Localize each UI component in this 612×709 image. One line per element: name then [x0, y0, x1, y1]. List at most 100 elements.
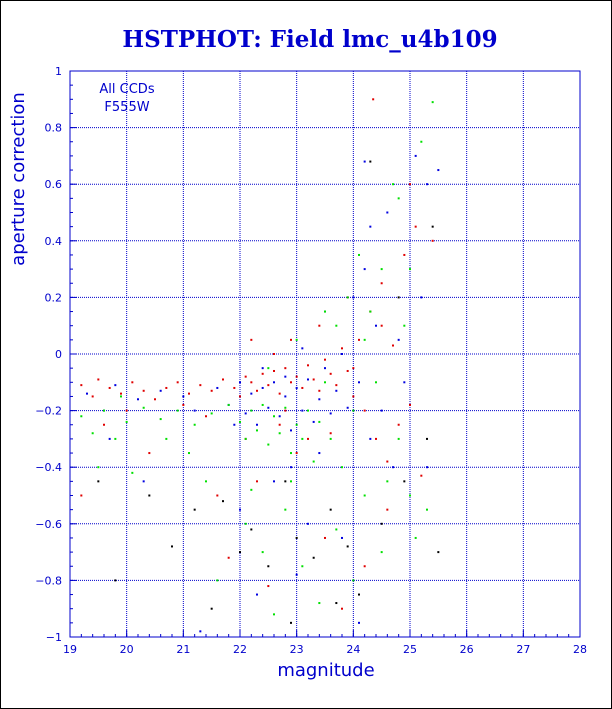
data-point [414, 225, 417, 228]
data-point [210, 389, 213, 392]
data-point [256, 389, 258, 392]
data-point [380, 409, 383, 412]
data-point [375, 381, 377, 384]
x-tick-label: 27 [516, 643, 530, 656]
y-tick-label: 0.8 [45, 122, 63, 135]
data-point [125, 420, 128, 423]
data-point [80, 494, 83, 497]
data-point [250, 528, 253, 531]
data-point [216, 494, 219, 497]
data-point [403, 480, 406, 483]
data-point [346, 545, 349, 548]
data-point [352, 296, 355, 299]
data-point [250, 392, 253, 395]
data-point [335, 324, 338, 327]
data-point [414, 154, 417, 157]
data-point [341, 347, 343, 350]
data-point [114, 579, 117, 582]
data-point [358, 253, 360, 256]
data-point [403, 381, 406, 384]
data-point [165, 386, 168, 389]
data-point [324, 367, 326, 370]
data-point [420, 140, 423, 143]
data-point [261, 367, 264, 370]
data-point [290, 381, 292, 384]
data-point [386, 480, 389, 483]
data-point [437, 169, 440, 172]
data-point [352, 367, 355, 370]
data-point [363, 160, 366, 163]
data-point [352, 395, 355, 398]
data-point [97, 480, 100, 483]
data-point [295, 573, 298, 576]
data-point [284, 395, 287, 398]
data-point [244, 375, 247, 378]
data-point [307, 409, 309, 412]
data-point [369, 437, 372, 440]
data-point [426, 183, 428, 186]
data-point [222, 378, 224, 381]
data-point [290, 480, 292, 483]
data-point [284, 375, 287, 378]
data-point [154, 398, 156, 401]
y-tick-label: 1 [55, 65, 62, 78]
y-tick-label: −0.4 [35, 461, 62, 474]
chart-title: HSTPHOT: Field lmc_u4b109 [122, 26, 497, 53]
data-point [222, 500, 224, 503]
data-point [176, 409, 179, 412]
data-point [239, 381, 241, 384]
data-point [409, 183, 411, 186]
data-point [295, 375, 298, 378]
data-point [318, 420, 321, 423]
data-point [256, 429, 258, 432]
data-point [273, 369, 275, 372]
data-point [91, 432, 94, 435]
data-point [114, 437, 117, 440]
data-point [284, 367, 287, 370]
data-point [318, 389, 321, 392]
tick-labels: 19 20 21 22 23 24 25 26 27 28 −1 −0.8 −0.6 −0.4 −0.2 0 0… [35, 65, 587, 656]
data-point [375, 437, 377, 440]
data-point [142, 480, 145, 483]
data-point [273, 613, 275, 616]
data-point [137, 398, 139, 401]
data-point [159, 418, 162, 421]
y-tick-label: 0.2 [45, 291, 63, 304]
data-point [290, 338, 292, 341]
data-point [431, 225, 434, 228]
data-point [363, 565, 366, 568]
data-point [250, 338, 253, 341]
data-point [159, 389, 162, 392]
data-point [392, 466, 394, 469]
data-point [165, 437, 168, 440]
data-point [148, 494, 151, 497]
data-point [148, 452, 151, 455]
y-tick-label: −0.2 [35, 405, 62, 418]
data-point [341, 536, 343, 539]
data-point [142, 389, 145, 392]
data-point [233, 386, 236, 389]
data-point [318, 398, 321, 401]
data-point [335, 389, 338, 392]
data-point [318, 324, 321, 327]
data-point [250, 381, 253, 384]
data-point [386, 508, 389, 511]
data-point [233, 423, 236, 426]
data-point [397, 437, 400, 440]
data-point [273, 381, 275, 384]
data-point [301, 386, 304, 389]
data-point [346, 296, 349, 299]
data-point [80, 384, 83, 387]
data-point [426, 508, 428, 511]
data-point [278, 392, 281, 395]
data-point [352, 579, 355, 582]
data-point [199, 384, 202, 387]
data-point [358, 593, 360, 596]
data-point [205, 480, 207, 483]
data-point [295, 452, 298, 455]
data-point [278, 432, 281, 435]
y-tick-label: 0.4 [45, 235, 63, 248]
data-point [114, 384, 117, 387]
data-point [380, 522, 383, 525]
data-point [182, 395, 185, 398]
